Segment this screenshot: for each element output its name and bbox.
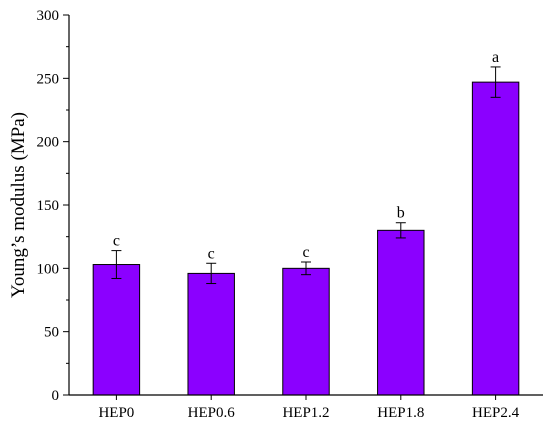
x-tick-label: HEP1.8 [377, 405, 424, 421]
bar-hep2-4 [471, 81, 520, 396]
bar-hep1-8 [377, 229, 425, 396]
x-tick-label: HEP0 [98, 405, 134, 421]
y-tick-label: 0 [52, 388, 60, 404]
x-tick-label: HEP1.2 [282, 405, 329, 421]
bar-hep1-2 [282, 267, 330, 396]
significance-label: c [208, 245, 215, 262]
y-tick-label: 250 [37, 71, 60, 87]
y-tick-label: 150 [37, 198, 60, 214]
significance-label: c [302, 244, 309, 261]
significance-label: c [113, 233, 120, 250]
y-tick-label: 300 [37, 8, 60, 24]
plot-area: c c c b a [92, 49, 520, 396]
x-tick-label: HEP0.6 [188, 405, 236, 421]
significance-label: a [492, 49, 499, 66]
bar-hep0-6 [187, 272, 235, 396]
x-tick-label: HEP2.4 [472, 405, 520, 421]
axes: HEP0 HEP0.6 HEP1.2 HEP1.8 HEP2.4 0 50 100 150 200… [37, 8, 543, 421]
y-tick-label: 100 [37, 261, 60, 277]
y-tick-label: 200 [37, 135, 60, 151]
bar-hep0 [92, 264, 141, 396]
significance-label: b [397, 205, 405, 222]
y-axis-title: Young’s modulus (MPa) [8, 112, 29, 298]
y-tick-label: 50 [44, 325, 59, 341]
